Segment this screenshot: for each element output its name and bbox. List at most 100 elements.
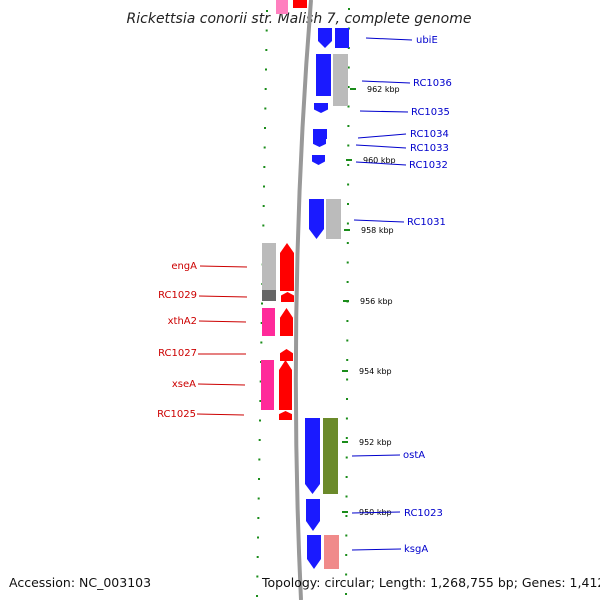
dot-col-right-outer <box>346 320 349 322</box>
gene-label-reverse: RC1036 <box>413 78 452 89</box>
dot-col-left-outer <box>260 322 263 324</box>
dot-col-right-outer <box>347 125 350 127</box>
gene-label-reverse: RC1033 <box>410 143 449 154</box>
tick-label: 952 kbp <box>359 438 392 447</box>
gene-label-forward: RC1029 <box>158 290 197 301</box>
dot-col-right-outer <box>346 261 349 264</box>
feature-xthA2-cds <box>280 308 293 336</box>
tick-label: 962 kbp <box>367 85 400 94</box>
gene-label-forward: RC1027 <box>158 348 197 359</box>
dot-col-right-outer <box>347 86 350 88</box>
dot-col-right-outer <box>347 203 350 205</box>
dot-col-left-outer <box>259 400 262 402</box>
label-leader-line <box>357 133 407 139</box>
dot-col-right-outer <box>346 281 349 283</box>
label-leader-line <box>355 161 407 166</box>
dot-col-right-outer <box>346 359 349 361</box>
dot-col-right-outer <box>345 593 348 595</box>
tick-label: 960 kbp <box>363 156 396 165</box>
label-leader-line <box>365 37 413 41</box>
feature-rc1032-cds <box>312 155 325 165</box>
gene-label-reverse: ostA <box>403 450 425 461</box>
gene-label-reverse: RC1023 <box>404 508 443 519</box>
dot-col-left-outer <box>257 497 260 500</box>
label-leader-line <box>196 413 245 416</box>
dot-col-left-outer <box>258 478 261 480</box>
feature-ostA-cds <box>305 418 320 494</box>
gene-label-reverse: RC1035 <box>411 107 450 118</box>
gene-label-reverse: ubiE <box>416 35 438 46</box>
dot-col-left-outer <box>256 575 259 578</box>
feature-ksgA-cds <box>307 535 321 569</box>
label-leader-line <box>197 383 246 386</box>
genome-backbone <box>293 0 313 600</box>
label-leader-line <box>351 548 402 551</box>
feature-xseA-gene <box>261 360 274 410</box>
feature-xseA-cds <box>279 360 292 410</box>
dot-col-left-outer <box>256 556 259 558</box>
gene-label-reverse: RC1031 <box>407 217 446 228</box>
gene-label-forward: xseA <box>172 379 196 390</box>
dot-col-left-outer <box>264 107 267 110</box>
dot-col-left-outer <box>262 205 265 207</box>
label-leader-line <box>353 219 405 223</box>
label-leader-line <box>355 144 407 149</box>
feature-rc1025-cds <box>279 411 292 420</box>
dot-col-left-outer <box>263 166 266 168</box>
feature-top-red <box>293 0 307 8</box>
dot-col-right-outer <box>345 515 348 517</box>
dot-col-left-outer <box>264 88 267 90</box>
gene-label-forward: RC1025 <box>157 409 196 420</box>
dot-col-left-outer <box>258 439 261 441</box>
tick-label: 956 kbp <box>360 297 393 306</box>
dot-col-left-outer <box>258 458 261 461</box>
dot-col-right-outer <box>346 378 349 381</box>
feature-rc1031-cds <box>309 199 324 239</box>
dot-col-right-outer <box>345 456 348 459</box>
dot-col-left-outer <box>259 380 262 383</box>
feature-rc1031-gene <box>326 199 341 239</box>
dot-col-right-outer <box>345 437 348 439</box>
dot-col-right-outer <box>345 534 348 537</box>
tick-label: 954 kbp <box>359 367 392 376</box>
dot-col-left-outer <box>257 517 260 519</box>
feature-rc1035-cds <box>314 103 328 113</box>
dot-col-left-outer <box>264 127 267 129</box>
feature-ubiE-gene <box>335 28 349 48</box>
gene-label-reverse: ksgA <box>404 544 428 555</box>
label-leader-line <box>198 320 247 323</box>
topology-text: Topology: circular; Length: 1,268,755 bp… <box>261 575 600 590</box>
feature-rc1029-cds <box>281 292 294 302</box>
feature-engA-gene <box>262 243 276 301</box>
dot-col-right-outer <box>347 183 350 186</box>
feature-rc1034-cds <box>313 129 327 139</box>
dot-col-left-outer <box>262 224 265 227</box>
dot-col-right-outer <box>347 66 350 69</box>
map-title: Rickettsia conorii str. Malish 7, comple… <box>127 11 472 27</box>
feature-ksgA-gene <box>324 535 339 569</box>
dot-col-right-outer <box>345 417 348 420</box>
dot-col-left-outer <box>263 146 266 149</box>
feature-rc1023-cds <box>306 499 320 531</box>
tick-label: 958 kbp <box>361 226 394 235</box>
dot-col-left-outer <box>259 419 262 422</box>
dot-col-right-outer <box>345 495 348 498</box>
feature-rc1027-cds <box>280 349 293 361</box>
dot-col-left-outer <box>260 341 263 344</box>
label-leader-line <box>351 454 401 457</box>
dot-col-right-outer <box>345 476 348 478</box>
dot-col-right-outer <box>346 222 349 225</box>
dot-col-right-outer <box>347 144 350 147</box>
label-leader-line <box>359 110 409 113</box>
feature-rc1036-cds <box>316 54 331 96</box>
dot-col-left-outer <box>265 49 268 51</box>
dot-col-right-outer <box>346 242 349 244</box>
dot-col-right-outer <box>347 105 350 108</box>
label-leader-line <box>199 265 248 268</box>
gene-labels: ubiE RC1036 RC1035 RC1034 RC1033 RC1032 RC1031… <box>157 35 452 555</box>
scale-ticks: 962 kbp 960 kbp 958 kbp 956 kbp 954 kbp 952 k… <box>342 85 400 517</box>
dot-col-left-outer <box>257 536 260 539</box>
feature-engA-cds <box>280 243 294 291</box>
dot-col-left-outer <box>266 10 268 12</box>
